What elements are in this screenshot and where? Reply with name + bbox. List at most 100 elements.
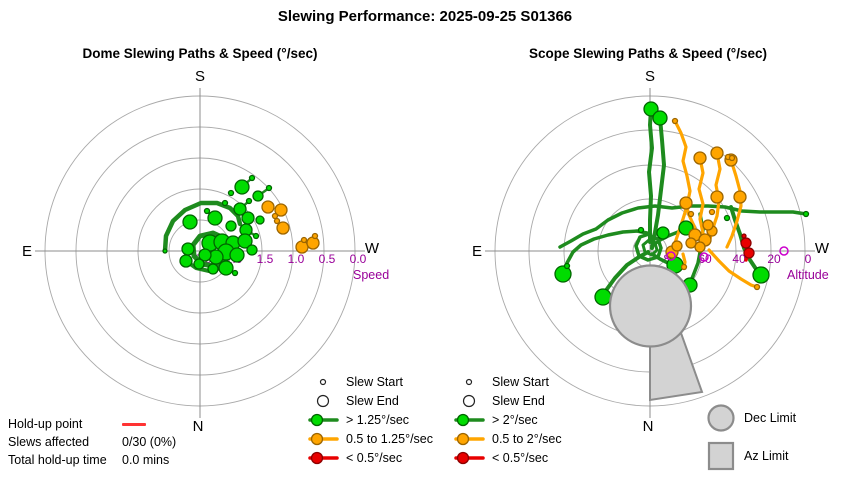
dome-orange-marker xyxy=(261,200,275,214)
path-green-symbol xyxy=(452,411,486,429)
dome-green-marker xyxy=(252,190,264,202)
scope-compass-e: E xyxy=(472,243,482,260)
dome-tick-1.5: 1.5 xyxy=(257,252,274,266)
slews-affected-value: 0/30 (0%) xyxy=(122,435,177,449)
scope-orange-marker xyxy=(708,208,716,216)
start-icon xyxy=(319,378,327,385)
scope-tick-40: 40 xyxy=(732,252,746,266)
holdup-point-row: Hold-up point xyxy=(8,415,176,433)
dome-orange-marker xyxy=(311,232,319,240)
scope-red-marker xyxy=(741,233,747,239)
scope-orange-marker xyxy=(680,263,688,271)
dome-orange-marker xyxy=(273,217,281,225)
scope-tick-20: 20 xyxy=(767,252,781,266)
scope-orange-marker xyxy=(733,190,747,204)
scope-green-marker xyxy=(802,210,810,218)
legend-label: Slew Start xyxy=(492,374,549,389)
dome-green-marker xyxy=(162,248,168,254)
scope-orange-marker xyxy=(679,196,693,210)
dome-green-marker xyxy=(227,189,235,197)
dome-orange-marker xyxy=(274,203,288,217)
scope-green-marker xyxy=(563,262,571,270)
dome-radial-axis-label: Speed xyxy=(353,268,389,282)
dome-orange-marker xyxy=(295,240,309,254)
holdup-stats: Hold-up point Slews affected 0/30 (0%) T… xyxy=(8,415,176,469)
dec-circle-icon xyxy=(707,404,735,432)
slews-affected-row: Slews affected 0/30 (0%) xyxy=(8,433,176,451)
dome-green-marker xyxy=(207,263,219,275)
dome-green-marker xyxy=(225,220,237,232)
scope-plot-title: Scope Slewing Paths & Speed (°/sec) xyxy=(529,46,767,61)
scope-legend: Slew Start Slew End > 2°/sec 0.5 to 2°/sec <… xyxy=(452,372,562,467)
legend-label: Slew Start xyxy=(346,374,403,389)
scope-orange-path xyxy=(725,158,743,249)
scope-orange-marker xyxy=(694,241,706,253)
legend-label: Az Limit xyxy=(744,449,789,463)
legend-label: Slew End xyxy=(346,393,399,408)
legend-label: 0.5 to 1.25°/sec xyxy=(346,431,433,446)
dome-green-marker xyxy=(221,199,229,207)
end-symbol xyxy=(452,392,486,410)
end-icon xyxy=(316,394,330,407)
dome-green-marker xyxy=(265,184,273,192)
dome-compass-n: N xyxy=(193,418,204,435)
scope-red-marker xyxy=(743,247,755,259)
dome-orange-marker xyxy=(300,236,308,244)
legend-item-1-25-sec: > 1.25°/sec xyxy=(306,410,433,429)
path-green-icon xyxy=(308,413,339,426)
path-red-symbol xyxy=(306,449,340,467)
scope-compass-s: S xyxy=(645,68,655,85)
legend-item-az-limit: Az Limit xyxy=(704,437,796,475)
holdup-time-value: 0.0 mins xyxy=(122,453,170,467)
legend-label: Slew End xyxy=(492,393,545,408)
scope-green-marker xyxy=(554,265,572,283)
scope-red-marker xyxy=(740,237,752,249)
dome-green-marker xyxy=(252,232,260,240)
scope-slew-markers xyxy=(554,101,810,306)
scope-orange-marker xyxy=(671,117,679,125)
scope-orange-marker xyxy=(702,219,714,231)
dome-green-marker xyxy=(207,210,223,226)
dome-green-marker xyxy=(248,174,256,182)
start-symbol xyxy=(452,373,486,391)
legend-item-slew-end: Slew End xyxy=(306,391,433,410)
scope-orange-path xyxy=(697,156,707,245)
dome-orange-marker xyxy=(276,221,290,235)
scope-orange-path xyxy=(670,119,692,254)
dome-green-marker xyxy=(237,233,253,249)
page-title: Slewing Performance: 2025-09-25 S01366 xyxy=(277,8,573,25)
legend-label: > 1.25°/sec xyxy=(346,412,410,427)
dome-green-marker xyxy=(255,215,265,225)
scope-magenta-marker xyxy=(666,251,676,261)
legend-item-0-5-sec: < 0.5°/sec xyxy=(306,448,433,467)
path-orange-icon xyxy=(308,432,339,445)
legend-label: < 0.5°/sec xyxy=(492,450,549,465)
scope-green-path xyxy=(647,107,654,244)
path-green-icon xyxy=(454,413,485,426)
limits-legend: Dec Limit Az Limit xyxy=(704,399,796,475)
dome-green-marker xyxy=(203,207,211,215)
dome-green-marker xyxy=(182,214,198,230)
path-green-symbol xyxy=(306,411,340,429)
scope-compass-w: W xyxy=(815,240,830,257)
scope-green-path xyxy=(558,204,808,249)
scope-plot: 806040200SNEWAltitude xyxy=(472,68,830,435)
scope-green-marker xyxy=(723,214,731,222)
dome-orange-marker xyxy=(271,212,279,220)
dome-tick-0.5: 0.5 xyxy=(319,252,336,266)
dome-orange-marker xyxy=(306,236,320,250)
dome-plot-title: Dome Slewing Paths & Speed (°/sec) xyxy=(82,46,318,61)
holdup-time-row: Total hold-up time 0.0 mins xyxy=(8,451,176,469)
dome-green-marker xyxy=(241,211,255,225)
start-icon xyxy=(465,378,473,385)
legend-label: 0.5 to 2°/sec xyxy=(492,431,562,446)
slews-affected-label: Slews affected xyxy=(8,435,90,449)
holdup-time-label: Total hold-up time xyxy=(8,453,107,467)
dome-compass-s: S xyxy=(195,68,205,85)
path-orange-symbol xyxy=(452,430,486,448)
scope-orange-marker xyxy=(671,240,683,252)
scope-green-marker xyxy=(637,226,645,234)
end-icon xyxy=(462,394,476,407)
dome-green-marker xyxy=(229,247,245,263)
